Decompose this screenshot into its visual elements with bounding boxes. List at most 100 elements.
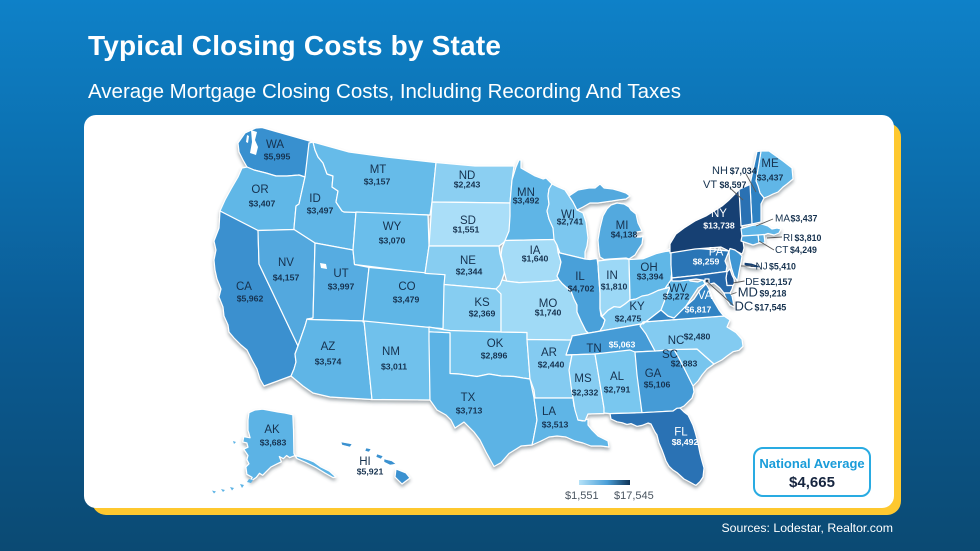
svg-text:$3,713: $3,713 (456, 406, 483, 416)
svg-text:$4,138: $4,138 (611, 230, 638, 240)
svg-text:$3,272: $3,272 (663, 292, 690, 302)
svg-text:WY: WY (383, 221, 402, 233)
svg-text:IA: IA (530, 245, 541, 257)
svg-text:AZ: AZ (321, 341, 336, 353)
svg-text:$3,497: $3,497 (307, 206, 334, 216)
svg-text:$9,218: $9,218 (760, 289, 787, 299)
svg-text:$1,810: $1,810 (601, 282, 628, 292)
svg-text:$5,921: $5,921 (357, 467, 384, 477)
svg-text:$5,995: $5,995 (264, 152, 291, 162)
svg-text:PA: PA (709, 247, 724, 259)
svg-text:$5,410: $5,410 (769, 262, 796, 272)
svg-text:WV: WV (669, 283, 688, 295)
svg-text:$3,437: $3,437 (791, 214, 818, 224)
svg-text:CA: CA (236, 281, 252, 293)
svg-text:$1,551: $1,551 (453, 225, 480, 235)
svg-text:$2,791: $2,791 (604, 385, 631, 395)
svg-text:$12,157: $12,157 (761, 277, 793, 287)
svg-text:SC: SC (662, 349, 678, 361)
svg-text:DC: DC (735, 299, 754, 314)
svg-text:$13,738: $13,738 (703, 221, 735, 231)
svg-text:$4,157: $4,157 (273, 273, 300, 283)
svg-text:$6,817: $6,817 (685, 305, 712, 315)
svg-text:MD: MD (738, 285, 758, 300)
svg-text:$3,070: $3,070 (379, 236, 406, 246)
svg-text:$3,394: $3,394 (637, 272, 664, 282)
svg-text:RI: RI (783, 233, 793, 244)
svg-text:$2,475: $2,475 (615, 314, 642, 324)
svg-text:MS: MS (574, 373, 592, 385)
svg-text:$3,574: $3,574 (315, 357, 342, 367)
svg-text:KS: KS (474, 297, 490, 309)
svg-text:$3,011: $3,011 (381, 362, 407, 372)
svg-text:$3,492: $3,492 (513, 196, 540, 206)
svg-text:$2,369: $2,369 (469, 309, 496, 319)
svg-text:$8,597: $8,597 (720, 180, 747, 190)
svg-text:MO: MO (539, 298, 558, 310)
svg-text:$8,492: $8,492 (672, 437, 699, 447)
svg-text:NV: NV (278, 257, 294, 269)
svg-text:$3,157: $3,157 (364, 177, 391, 187)
svg-text:$3,810: $3,810 (795, 233, 822, 243)
svg-text:$2,480: $2,480 (684, 332, 711, 342)
svg-text:OH: OH (640, 262, 657, 274)
svg-text:$4,249: $4,249 (790, 245, 817, 255)
svg-text:NY: NY (711, 208, 727, 220)
svg-text:FL: FL (674, 427, 688, 439)
svg-text:ND: ND (459, 170, 476, 182)
svg-text:MI: MI (616, 220, 629, 232)
svg-text:NH: NH (712, 165, 728, 177)
svg-text:MN: MN (517, 187, 535, 199)
svg-text:UT: UT (333, 268, 348, 280)
svg-text:HI: HI (359, 456, 371, 468)
svg-text:SD: SD (460, 215, 476, 227)
svg-text:$2,344: $2,344 (456, 267, 483, 277)
svg-text:TX: TX (461, 392, 476, 404)
svg-text:$3,683: $3,683 (260, 438, 287, 448)
svg-text:$8,259: $8,259 (693, 257, 720, 267)
svg-text:IL: IL (575, 271, 585, 283)
svg-text:AR: AR (541, 347, 557, 359)
svg-text:NJ: NJ (756, 262, 768, 273)
svg-text:$2,741: $2,741 (557, 217, 584, 227)
svg-text:NM: NM (382, 346, 400, 358)
svg-text:ID: ID (309, 193, 321, 205)
svg-text:$2,440: $2,440 (538, 360, 565, 370)
svg-text:AK: AK (264, 424, 280, 436)
svg-text:GA: GA (645, 368, 662, 380)
svg-text:LA: LA (542, 406, 556, 418)
svg-text:OK: OK (487, 338, 504, 350)
svg-text:MA: MA (775, 214, 790, 225)
svg-text:$2,883: $2,883 (671, 359, 698, 369)
svg-text:VT: VT (703, 179, 717, 191)
svg-text:KY: KY (629, 301, 645, 313)
svg-text:$1,740: $1,740 (535, 308, 562, 318)
svg-text:$5,063: $5,063 (609, 340, 636, 350)
svg-text:CT: CT (775, 245, 788, 256)
svg-text:$3,479: $3,479 (393, 295, 420, 305)
svg-text:$3,437: $3,437 (757, 173, 784, 183)
svg-text:TN: TN (586, 343, 601, 355)
svg-text:WA: WA (266, 139, 284, 151)
svg-text:$17,545: $17,545 (755, 303, 787, 313)
svg-text:ME: ME (761, 158, 779, 170)
svg-text:$3,407: $3,407 (249, 199, 276, 209)
svg-text:CO: CO (398, 281, 415, 293)
svg-text:$3,513: $3,513 (542, 420, 569, 430)
svg-text:VA: VA (698, 290, 713, 302)
svg-text:NE: NE (460, 255, 476, 267)
svg-text:WI: WI (561, 209, 575, 221)
svg-text:IN: IN (606, 270, 618, 282)
svg-text:$5,962: $5,962 (237, 294, 264, 304)
svg-text:$1,640: $1,640 (522, 254, 549, 264)
svg-text:DE: DE (745, 277, 759, 288)
svg-text:$2,332: $2,332 (572, 388, 599, 398)
svg-text:AL: AL (610, 371, 625, 383)
svg-text:NC: NC (668, 335, 685, 347)
svg-text:MT: MT (370, 164, 387, 176)
svg-text:OR: OR (251, 184, 268, 196)
svg-text:$2,243: $2,243 (454, 180, 481, 190)
svg-text:$5,106: $5,106 (644, 380, 671, 390)
svg-text:$2,896: $2,896 (481, 351, 508, 361)
svg-text:$3,997: $3,997 (328, 282, 355, 292)
